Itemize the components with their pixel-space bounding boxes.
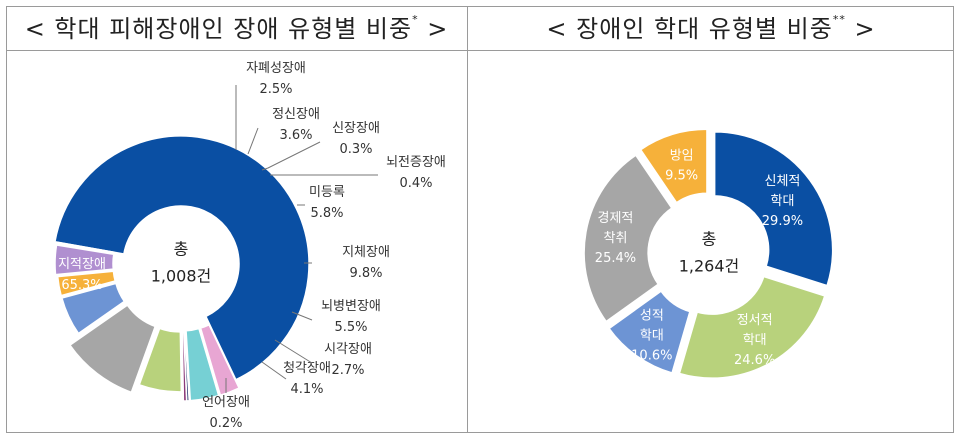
slice-label-10: 언어장애 0.2% (202, 395, 250, 431)
slice-7 (60, 282, 126, 335)
left-title-text: < 학대 피해장애인 장애 유형별 비중 (24, 15, 413, 43)
slice-4 (181, 330, 188, 402)
slice-9 (54, 244, 115, 276)
right-title-text: < 장애인 학대 유형별 비중 (546, 15, 833, 43)
slice-2 (185, 327, 220, 402)
leader-line-2 (247, 127, 259, 155)
right-center-total: 1,264건 (679, 257, 740, 276)
left-center-label: 총 (174, 240, 189, 259)
slice-label-7: 뇌병변장애 5.5% (321, 299, 381, 335)
right-slice-label-1: 정서적 학대 24.6% (734, 313, 775, 368)
right-donut-hole (657, 202, 761, 306)
slice-label-8: 시각장애 2.7% (324, 342, 372, 378)
right-slice-3 (583, 154, 673, 323)
slice-label-5: 미등록 5.8% (309, 185, 345, 221)
right-slice-0 (713, 131, 834, 287)
right-slice-2 (608, 290, 691, 374)
right-slice-label-0: 신체적 학대 29.9% (762, 174, 803, 229)
slice-label-6: 지체장애 9.8% (342, 245, 390, 281)
slice-10 (55, 241, 115, 254)
slice-label-1: 자폐성장애 2.5% (246, 61, 306, 97)
slice-label-0: 지적장애 65.3% (58, 257, 106, 293)
right-center-label: 총 (702, 230, 717, 249)
chart-frame (6, 6, 954, 433)
left-center-total: 1,008건 (151, 267, 212, 286)
slice-8 (56, 270, 117, 297)
left-donut-hole (125, 208, 237, 320)
left-title-close: > (418, 15, 449, 43)
leader-line-3 (261, 141, 321, 171)
slice-label-9: 청각장애 4.1% (283, 361, 331, 397)
slice-label-3: 신장장애 0.3% (332, 121, 380, 157)
leader-line-7 (291, 311, 313, 321)
slice-5 (138, 327, 183, 393)
leader-line-9 (261, 361, 287, 380)
left-title-footnote-mark: * (412, 13, 419, 26)
right-slice-label-2: 성적 학대 10.6% (631, 308, 672, 363)
right-title-close: > (845, 15, 876, 43)
slice-label-2: 정신장애 3.6% (272, 107, 320, 143)
slice-1 (199, 323, 241, 397)
right-chart-title: < 장애인 학대 유형별 비중** > (468, 10, 954, 48)
panel-divider (467, 6, 468, 433)
right-title-footnote-mark: ** (832, 13, 846, 26)
left-chart-title: < 학대 피해장애인 장애 유형별 비중* > (6, 10, 467, 48)
slice-6 (68, 304, 157, 394)
right-slice-1 (678, 275, 826, 379)
right-slice-4 (639, 128, 708, 204)
title-divider (6, 50, 954, 51)
leader-line-8 (274, 339, 313, 364)
right-slice-label-4: 방임 9.5% (665, 149, 698, 184)
right-slice-label-3: 경제적 착취 25.4% (595, 211, 636, 266)
slice-0 (54, 135, 310, 381)
slice-label-4: 뇌전증장애 0.4% (386, 155, 446, 191)
